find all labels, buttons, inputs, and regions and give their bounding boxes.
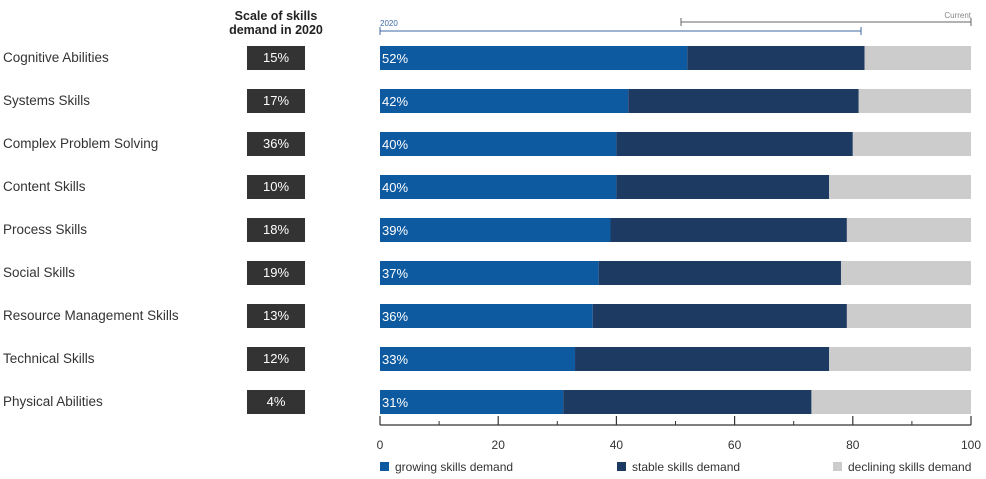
range-label-current: Current <box>944 11 971 20</box>
legend-label: stable skills demand <box>632 460 740 474</box>
bar-declining <box>846 218 971 242</box>
bar-declining <box>829 347 971 371</box>
row-label: Complex Problem Solving <box>3 136 159 151</box>
bar-declining <box>864 46 971 70</box>
bar-growing <box>380 175 617 199</box>
bar-declining <box>852 132 971 156</box>
data-label: 33% <box>382 352 408 367</box>
scale-2020-box: 17% <box>247 89 305 113</box>
x-tick-label: 100 <box>961 438 981 452</box>
bar-growing <box>380 347 576 371</box>
row-label: Systems Skills <box>3 93 91 108</box>
x-tick-label: 60 <box>728 438 742 452</box>
bar-stable <box>598 261 841 285</box>
bar-stable <box>687 46 865 70</box>
bar-stable <box>592 304 847 328</box>
row-label: Content Skills <box>3 179 86 194</box>
bar-stable <box>610 218 847 242</box>
row-label: Social Skills <box>3 265 76 280</box>
bar-stable <box>575 347 830 371</box>
scale-2020-box: 36% <box>247 132 305 156</box>
legend-label: declining skills demand <box>848 460 971 474</box>
bar-stable <box>628 89 859 113</box>
data-label: 31% <box>382 395 408 410</box>
bar-declining <box>811 390 971 414</box>
bar-declining <box>840 261 971 285</box>
legend-swatch <box>833 462 842 471</box>
legend-swatch <box>380 462 389 471</box>
scale-2020-box: 10% <box>247 175 305 199</box>
legend-swatch <box>617 462 626 471</box>
bar-stable <box>616 175 830 199</box>
range-label-2020: 2020 <box>380 19 398 28</box>
bar-growing <box>380 132 617 156</box>
data-label: 40% <box>382 137 408 152</box>
bar-growing <box>380 46 688 70</box>
column-header: Scale of skills demand in 2020 <box>229 9 323 37</box>
data-label: 39% <box>382 223 408 238</box>
bar-growing <box>380 304 593 328</box>
data-label: 36% <box>382 309 408 324</box>
bar-growing <box>380 390 564 414</box>
scale-2020-box: 15% <box>247 46 305 70</box>
data-label: 52% <box>382 51 408 66</box>
bar-declining <box>846 304 971 328</box>
x-tick-label: 20 <box>492 438 506 452</box>
data-label: 42% <box>382 94 408 109</box>
legend-label: growing skills demand <box>395 460 513 474</box>
bar-stable <box>616 132 853 156</box>
x-tick-label: 80 <box>846 438 860 452</box>
data-label: 40% <box>382 180 408 195</box>
row-label: Technical Skills <box>3 351 95 366</box>
data-label: 37% <box>382 266 408 281</box>
scale-2020-box: 12% <box>247 347 305 371</box>
bar-growing <box>380 261 599 285</box>
scale-2020-box: 13% <box>247 304 305 328</box>
bar-growing <box>380 89 629 113</box>
row-label: Physical Abilities <box>3 394 103 409</box>
bar-declining <box>858 89 971 113</box>
row-label: Cognitive Abilities <box>3 50 109 65</box>
bar-stable <box>563 390 812 414</box>
scale-2020-box: 4% <box>247 390 305 414</box>
x-tick-label: 0 <box>377 438 384 452</box>
bar-growing <box>380 218 611 242</box>
scale-2020-box: 18% <box>247 218 305 242</box>
row-label: Resource Management Skills <box>3 308 179 323</box>
bar-declining <box>829 175 971 199</box>
x-tick-label: 40 <box>610 438 624 452</box>
row-label: Process Skills <box>3 222 88 237</box>
scale-2020-box: 19% <box>247 261 305 285</box>
